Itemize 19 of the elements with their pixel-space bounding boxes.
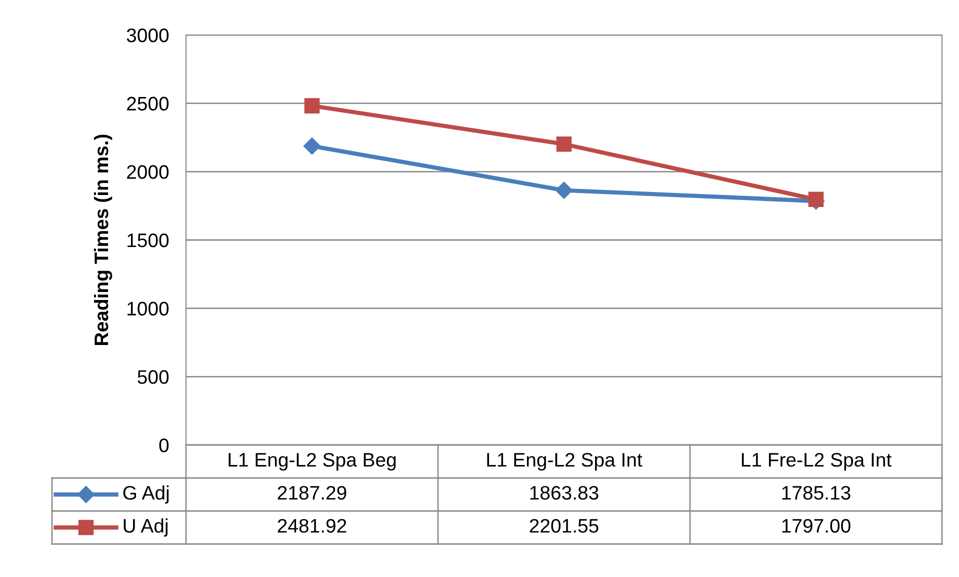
legend-label: G Adj — [123, 485, 169, 504]
data-label: 2481.92 — [278, 518, 346, 533]
x-tick-label: L1 Eng-L2 Spa Int — [487, 452, 642, 471]
x-tick-label: L1 Fre-L2 Spa Int — [742, 452, 892, 471]
y-tick-label: 1500 — [128, 233, 169, 248]
data-label: 1863.83 — [530, 486, 598, 500]
y-tick-label: 2500 — [127, 96, 169, 111]
x-tick-label: L1 Eng-L2 Spa Beg — [228, 452, 396, 471]
data-label: 2201.55 — [530, 518, 598, 533]
y-tick-label: 1000 — [128, 302, 169, 316]
data-label: 1785.13 — [782, 486, 850, 500]
y-tick-label: 3000 — [126, 28, 169, 42]
y-axis-title: Reading Times (in ms.) — [94, 134, 112, 345]
legend-label: U Adj — [124, 518, 168, 537]
data-label: 1797.00 — [782, 518, 850, 533]
data-label: 2187.29 — [278, 486, 346, 500]
y-tick-label: 2000 — [127, 165, 169, 179]
y-tick-label: 500 — [138, 370, 169, 384]
y-tick-label: 0 — [159, 438, 169, 452]
